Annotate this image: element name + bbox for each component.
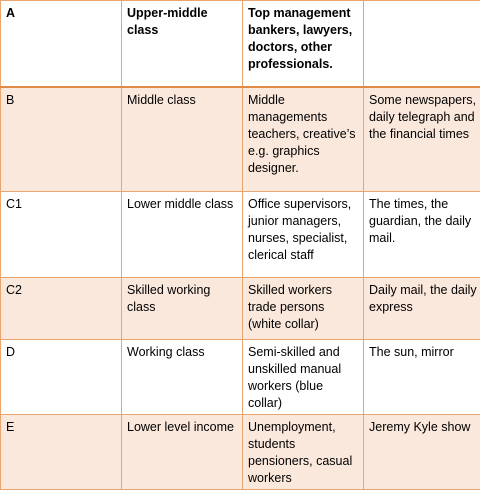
media-cell: Jeremy Kyle show xyxy=(364,415,480,490)
media-cell: The times, the guardian, the daily mail. xyxy=(364,192,480,278)
social-class-cell: Working class xyxy=(122,340,243,415)
grade-cell: B xyxy=(1,87,122,192)
occupations-cell: Top management bankers, lawyers, doctors… xyxy=(243,1,364,87)
table-row: C1 Lower middle class Office supervisors… xyxy=(1,192,480,278)
grade-cell: C2 xyxy=(1,278,122,340)
grade-cell: A xyxy=(1,1,122,87)
table-row: C2 Skilled working class Skilled workers… xyxy=(1,278,480,340)
social-class-cell: Upper-middle class xyxy=(122,1,243,87)
social-class-cell: Middle class xyxy=(122,87,243,192)
table-row: B Middle class Middle managements teache… xyxy=(1,87,480,192)
occupations-cell: Skilled workers trade persons (white col… xyxy=(243,278,364,340)
social-class-cell: Lower level income xyxy=(122,415,243,490)
social-class-cell: Skilled working class xyxy=(122,278,243,340)
grade-cell: D xyxy=(1,340,122,415)
occupations-cell: Office supervisors, junior managers, nur… xyxy=(243,192,364,278)
grade-cell: C1 xyxy=(1,192,122,278)
social-class-cell: Lower middle class xyxy=(122,192,243,278)
occupations-cell: Semi-skilled and unskilled manual worker… xyxy=(243,340,364,415)
media-cell: The sun, mirror xyxy=(364,340,480,415)
media-cell: Daily mail, the daily express xyxy=(364,278,480,340)
occupations-cell: Middle managements teachers, creative’s … xyxy=(243,87,364,192)
media-cell xyxy=(364,1,480,87)
table-header-row: A Upper-middle class Top management bank… xyxy=(1,1,480,87)
table-row: D Working class Semi-skilled and unskill… xyxy=(1,340,480,415)
grade-cell: E xyxy=(1,415,122,490)
media-cell: Some newspapers, daily telegraph and the… xyxy=(364,87,480,192)
table-row: E Lower level income Unemployment, stude… xyxy=(1,415,480,490)
occupations-cell: Unemployment, students pensioners, casua… xyxy=(243,415,364,490)
